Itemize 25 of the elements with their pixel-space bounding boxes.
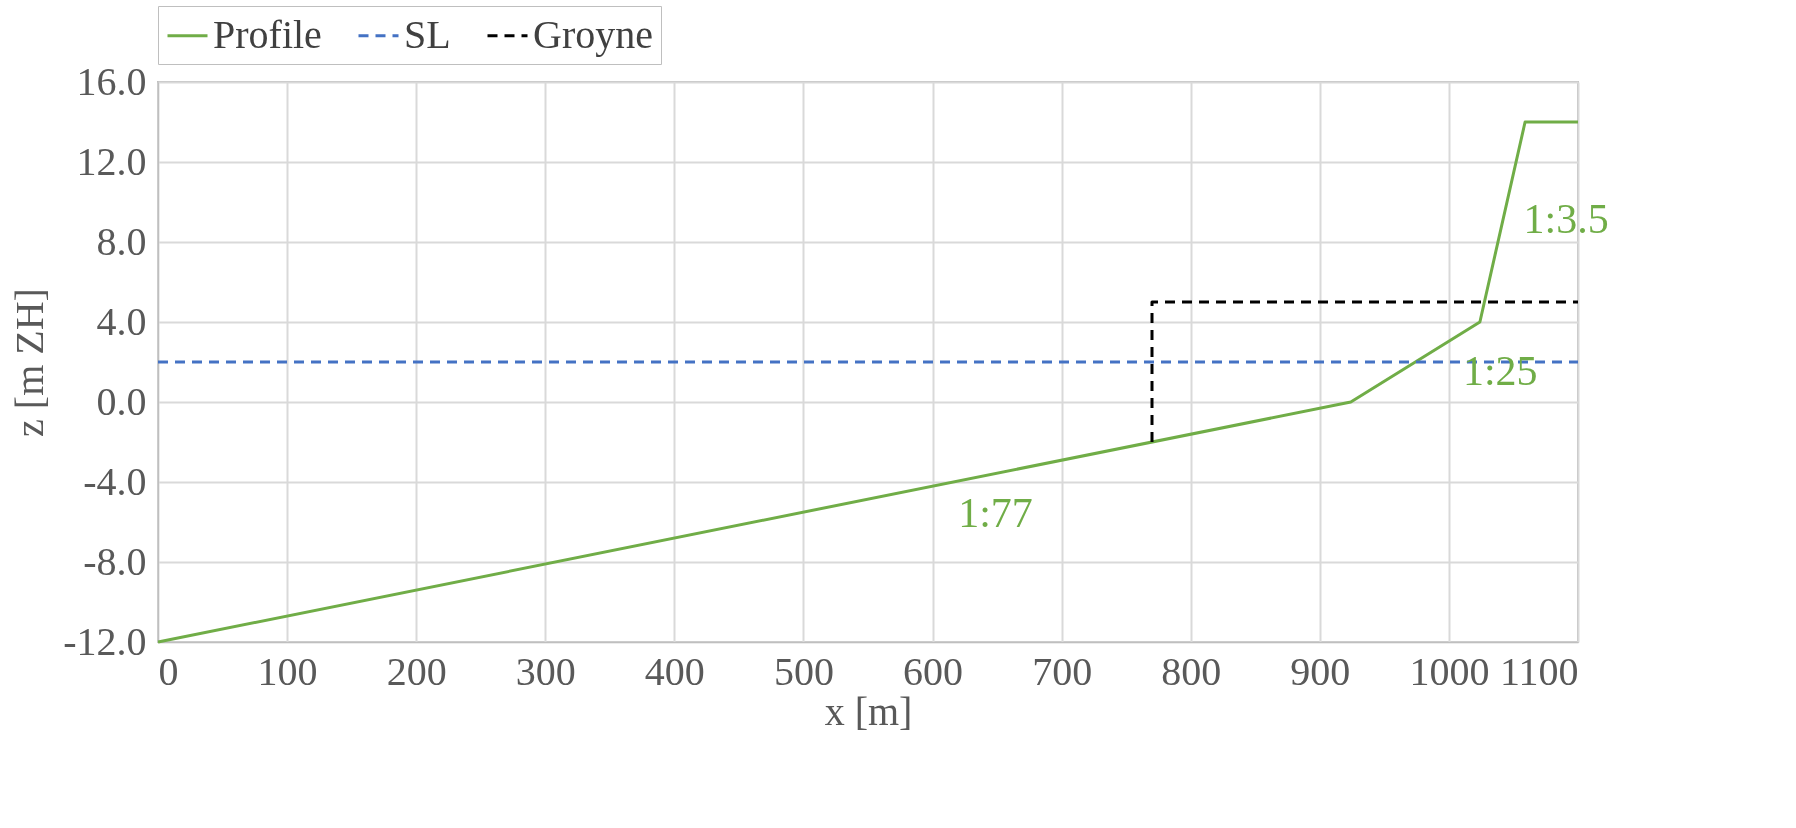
y-tick-label: -12.0 [63,618,147,664]
x-tick-label: 100 [257,648,318,694]
y-tick-label: 4.0 [96,298,147,344]
legend-label: Groyne [533,11,653,57]
y-tick-label: 8.0 [96,218,147,264]
legend-label: Profile [213,11,322,57]
y-tick-label: -4.0 [83,458,147,504]
x-tick-label: 1100 [1499,648,1579,694]
y-tick-label: -8.0 [83,538,147,584]
y-axis-title: z [m ZH] [7,288,53,437]
x-tick-label: 0 [158,648,179,694]
y-tick-label: 12.0 [76,138,147,184]
x-tick-label: 400 [644,648,705,694]
x-tick-label: 900 [1290,648,1351,694]
y-tick-label: 16.0 [76,58,147,104]
x-tick-label: 1000 [1409,648,1490,694]
legend-label: SL [404,11,451,57]
x-tick-label: 200 [386,648,447,694]
annotation: 1:77 [958,490,1033,536]
y-tick-label: 0.0 [96,378,147,424]
x-tick-label: 800 [1161,648,1222,694]
annotation: 1:25 [1462,348,1538,394]
x-tick-label: 300 [515,648,576,694]
annotation: 1:3.5 [1523,196,1609,242]
x-tick-label: 700 [1032,648,1093,694]
